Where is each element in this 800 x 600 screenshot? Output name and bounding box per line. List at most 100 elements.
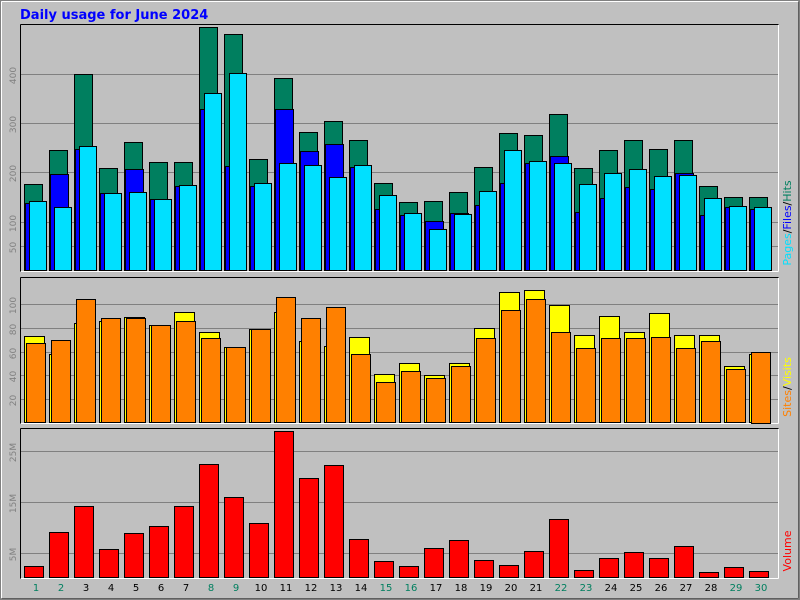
sites-bar [151, 325, 171, 423]
legend-entry-visits: Visits [781, 357, 794, 386]
day-label: 13 [330, 583, 343, 594]
sites-bar [26, 343, 46, 423]
volume-bar [374, 561, 394, 578]
hits-files-pages-panel: 50 100 200 300 400 [9, 24, 779, 272]
y-tick-label: 200 [9, 165, 19, 182]
sites-bar [301, 318, 321, 423]
volume-bar [224, 497, 244, 578]
day-label: 16 [405, 583, 418, 594]
sites-bar [326, 307, 346, 423]
day-label: 3 [83, 583, 89, 594]
volume-bar [649, 558, 669, 578]
day-label: 12 [305, 583, 318, 594]
legend-separator: / [781, 229, 794, 233]
sites-bar [601, 338, 621, 423]
legend-entry-files: Files [781, 205, 794, 229]
pages-bar [679, 175, 697, 271]
volume-bar [499, 565, 519, 578]
sites-bar [226, 347, 246, 423]
day-label: 29 [730, 583, 743, 594]
y-tick-label: 60 [9, 348, 19, 360]
y-tick-label: 100 [9, 297, 19, 314]
volume-bar [124, 533, 144, 578]
pages-bar [229, 73, 247, 271]
legend-separator: / [781, 201, 794, 205]
volume-bar [324, 465, 344, 578]
volume-bar [174, 506, 194, 578]
sites-bar [451, 366, 471, 423]
pages-bar [479, 191, 497, 271]
volume-bar [274, 431, 294, 578]
pages-bar [654, 176, 672, 271]
pages-bar [629, 169, 647, 271]
sites-bar [276, 297, 296, 423]
volume-bar [49, 532, 69, 578]
pages-bar [504, 150, 522, 271]
volume-bar [24, 566, 44, 578]
volume-bar [624, 552, 644, 578]
day-labels: 1 2 3 4 5 6 7 8 9 10 11 12 13 14 15 16 17 18 19 20 21 22 23 24 2… [33, 583, 768, 594]
y-tick-label: 400 [9, 67, 19, 84]
volume-bar [74, 506, 94, 578]
day-label: 30 [755, 583, 768, 594]
pages-bar [454, 214, 472, 271]
sites-bar [51, 340, 71, 423]
legend-entry-volume: Volume [781, 530, 794, 571]
volume-bar [399, 566, 419, 578]
sites-bar [476, 338, 496, 423]
pages-bar [29, 201, 47, 271]
sites-bar [426, 378, 446, 423]
legend-entry-sites: Sites [781, 390, 794, 417]
day-label: 21 [530, 583, 543, 594]
sites-bar [701, 341, 721, 423]
sites-bar [651, 337, 671, 423]
volume-bar [599, 558, 619, 578]
y-tick-label: 20 [9, 395, 19, 407]
visits-sites-legend: Sites/Visits [781, 357, 794, 417]
volume-bar [349, 539, 369, 578]
pages-bar [354, 165, 372, 271]
sites-bar [501, 310, 521, 423]
volume-bar [699, 572, 719, 578]
sites-bar [751, 352, 771, 424]
sites-bar [726, 369, 746, 423]
day-label: 8 [208, 583, 214, 594]
pages-bar [254, 183, 272, 271]
day-label: 10 [255, 583, 268, 594]
volume-bar [674, 546, 694, 578]
pages-bar [704, 198, 722, 271]
sites-bar [101, 318, 121, 423]
day-label: 1 [33, 583, 39, 594]
pages-bar [379, 195, 397, 271]
legend-separator: / [781, 386, 794, 390]
day-label: 27 [680, 583, 693, 594]
day-label: 9 [233, 583, 239, 594]
pages-bar [604, 173, 622, 271]
pages-bar [279, 163, 297, 271]
pages-bar [104, 193, 122, 271]
volume-bar [249, 523, 269, 578]
sites-bar [551, 332, 571, 423]
pages-bar [54, 207, 72, 271]
y-tick-label: 80 [9, 324, 19, 336]
pages-bar [754, 207, 772, 271]
pages-bar [129, 192, 147, 271]
day-label: 19 [480, 583, 493, 594]
volume-panel: 5M 15M 25M [9, 428, 779, 579]
day-label: 28 [705, 583, 718, 594]
hits-files-pages-legend: Pages/Files/Hits [781, 180, 794, 266]
legend-text: Pages/Files/Hits [781, 180, 794, 266]
volume-bar [149, 526, 169, 578]
sites-bar [251, 329, 271, 423]
chart-title: Daily usage for June 2024 [20, 8, 208, 23]
sites-bar [526, 299, 546, 423]
day-label: 5 [133, 583, 139, 594]
volume-bar [449, 540, 469, 578]
volume-bar [424, 548, 444, 578]
sites-bar [126, 318, 146, 423]
sites-bar [401, 371, 421, 423]
pages-bar [329, 177, 347, 271]
pages-bar [179, 185, 197, 271]
day-label: 6 [158, 583, 164, 594]
